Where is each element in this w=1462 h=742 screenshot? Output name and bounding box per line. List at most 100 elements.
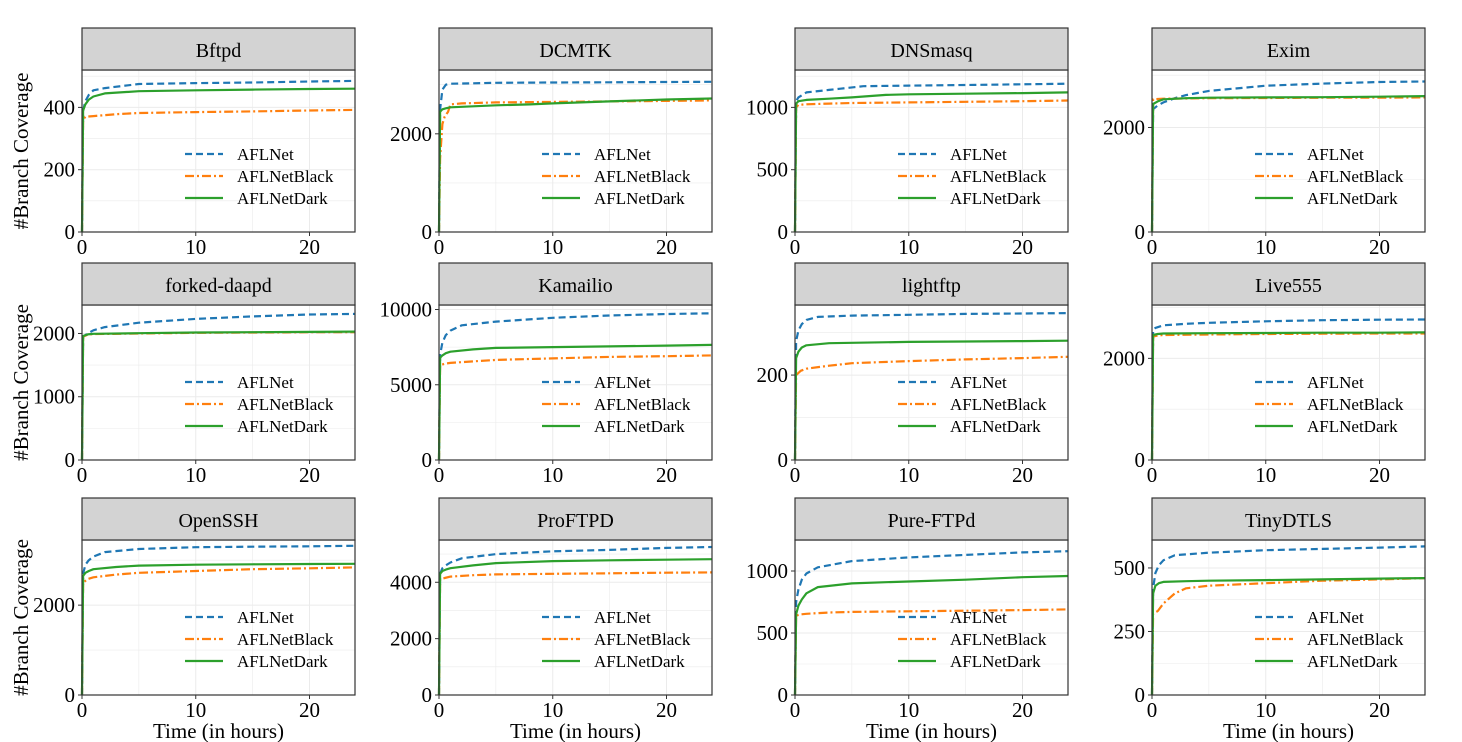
x-tick-label: 0 (1147, 698, 1158, 722)
panel-title: DNSmasq (890, 40, 972, 62)
legend-label-aflnetblack: AFLNetBlack (237, 167, 334, 186)
panel-title: ProFTPD (537, 510, 614, 532)
legend-label-aflnet: AFLNet (1307, 145, 1364, 164)
y-tick-label: 0 (1135, 220, 1146, 244)
legend-label-aflnetdark: AFLNetDark (594, 189, 685, 208)
legend-label-aflnet: AFLNet (950, 145, 1007, 164)
y-tick-label: 4000 (390, 570, 432, 594)
x-tick-label: 10 (1255, 235, 1276, 259)
legend-label-aflnet: AFLNet (1307, 608, 1364, 627)
legend-label-aflnetblack: AFLNetBlack (1307, 630, 1404, 649)
x-tick-label: 0 (77, 235, 88, 259)
y-tick-label: 2000 (1103, 115, 1145, 139)
legend-label-aflnet: AFLNet (950, 608, 1007, 627)
legend-label-aflnetblack: AFLNetBlack (1307, 395, 1404, 414)
panel-bftpd: Bftpd0 10 200200400AFLNetAFLNetBlackAFLNet… (44, 28, 356, 259)
x-tick-label: 0 (77, 463, 88, 487)
legend-label-aflnetblack: AFLNetBlack (594, 167, 691, 186)
y-axis-label: #Branch Coverage (9, 539, 33, 696)
legend-label-aflnet: AFLNet (1307, 373, 1364, 392)
legend-label-aflnetdark: AFLNetDark (237, 417, 328, 436)
panel-exim: Exim 0 10 20 0 2000 AFLNet AFLNetBlack AFLNetDar… (1103, 28, 1425, 259)
panel-title: TinyDTLS (1245, 510, 1332, 532)
y-tick-label: 400 (44, 95, 76, 119)
legend-label-aflnetdark: AFLNetDark (594, 652, 685, 671)
x-tick-label: 20 (1369, 235, 1390, 259)
x-tick-label: 20 (1012, 698, 1033, 722)
x-tick-label: 10 (542, 235, 563, 259)
y-tick-label: 500 (757, 158, 789, 182)
panel-title: lightftp (902, 275, 961, 297)
y-tick-label: 200 (44, 158, 76, 182)
y-axis-label: #Branch Coverage (9, 73, 33, 230)
x-tick-label: 0 (790, 463, 801, 487)
legend-label-aflnetdark: AFLNetDark (237, 189, 328, 208)
y-tick-label: 10000 (380, 298, 433, 322)
x-tick-label: 20 (1369, 698, 1390, 722)
legend-label-aflnetdark: AFLNetDark (237, 652, 328, 671)
x-tick-label: 0 (1147, 463, 1158, 487)
x-tick-label: 20 (299, 463, 320, 487)
legend-label-aflnet: AFLNet (950, 373, 1007, 392)
y-tick-label: 0 (1135, 448, 1146, 472)
x-axis-label: Time (in hours) (153, 719, 284, 742)
legend-label-aflnetblack: AFLNetBlack (237, 395, 334, 414)
x-tick-label: 0 (790, 235, 801, 259)
legend-label-aflnetblack: AFLNetBlack (950, 395, 1047, 414)
x-tick-label: 20 (1012, 235, 1033, 259)
legend-label-aflnetblack: AFLNetBlack (237, 630, 334, 649)
x-tick-label: 0 (790, 698, 801, 722)
panel-title: Live555 (1255, 275, 1322, 297)
legend-label-aflnetdark: AFLNetDark (950, 652, 1041, 671)
panel-title: Kamailio (538, 275, 612, 297)
legend-label-aflnet: AFLNet (594, 608, 651, 627)
legend-label-aflnet: AFLNet (237, 373, 294, 392)
x-tick-label: 20 (299, 698, 320, 722)
y-tick-label: 0 (65, 448, 76, 472)
panel-dnsmasq: DNSmasq0 10 2005001000AFLNetAFLNetBlackAFL… (746, 28, 1068, 259)
legend-label-aflnetdark: AFLNetDark (1307, 189, 1398, 208)
panel-title: OpenSSH (178, 510, 258, 532)
y-tick-label: 0 (422, 448, 433, 472)
y-axis-label: #Branch Coverage (9, 304, 33, 461)
y-tick-label: 0 (422, 220, 433, 244)
y-tick-label: 0 (778, 683, 789, 707)
x-tick-label: 10 (542, 463, 563, 487)
y-tick-label: 0 (65, 220, 76, 244)
x-tick-label: 20 (1012, 463, 1033, 487)
y-tick-label: 200 (757, 363, 789, 387)
legend-label-aflnetblack: AFLNetBlack (594, 630, 691, 649)
x-tick-label: 10 (898, 463, 919, 487)
legend-label-aflnetdark: AFLNetDark (950, 417, 1041, 436)
legend-label-aflnet: AFLNet (594, 373, 651, 392)
x-axis-label: Time (in hours) (1223, 719, 1354, 742)
panel-title: Exim (1267, 40, 1311, 62)
y-tick-label: 0 (422, 683, 433, 707)
x-tick-label: 10 (185, 235, 206, 259)
x-tick-label: 20 (656, 235, 677, 259)
y-tick-label: 1000 (746, 95, 788, 119)
y-tick-label: 500 (757, 621, 789, 645)
y-tick-label: 2000 (390, 627, 432, 651)
panel-tinydtls: TinyDTLS0 10 200250500AFLNetAFLNetBlackAFL… (1114, 498, 1426, 722)
y-tick-label: 0 (778, 448, 789, 472)
y-tick-label: 250 (1114, 619, 1146, 643)
x-tick-label: 10 (185, 463, 206, 487)
y-tick-label: 0 (778, 220, 789, 244)
legend-label-aflnetdark: AFLNetDark (950, 189, 1041, 208)
y-tick-label: 2000 (33, 593, 75, 617)
legend-label-aflnetblack: AFLNetBlack (1307, 167, 1404, 186)
x-tick-label: 0 (434, 698, 445, 722)
y-tick-label: 0 (65, 683, 76, 707)
panel-forked-daapd: forked-daapd0 10 20010002000AFLNetAFLNetBl… (33, 263, 355, 487)
x-tick-label: 20 (1369, 463, 1390, 487)
x-tick-label: 20 (656, 698, 677, 722)
panel-title: DCMTK (539, 40, 612, 62)
legend-label-aflnet: AFLNet (237, 145, 294, 164)
